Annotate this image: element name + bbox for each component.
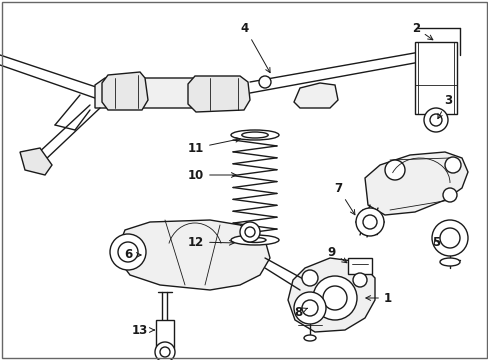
Circle shape (352, 273, 366, 287)
Polygon shape (364, 152, 467, 215)
Circle shape (423, 108, 447, 132)
Polygon shape (20, 148, 52, 175)
Text: 11: 11 (187, 138, 240, 154)
Text: 6: 6 (123, 248, 141, 261)
Bar (156, 320, 174, 348)
Polygon shape (95, 78, 220, 108)
Text: 13: 13 (132, 324, 154, 337)
Circle shape (431, 220, 467, 256)
Circle shape (355, 208, 383, 236)
Text: 12: 12 (187, 235, 234, 248)
Circle shape (244, 227, 254, 237)
Bar (347, 258, 371, 274)
Ellipse shape (439, 258, 459, 266)
Circle shape (110, 234, 146, 270)
Circle shape (439, 228, 459, 248)
Polygon shape (293, 83, 337, 108)
Circle shape (160, 347, 170, 357)
Circle shape (293, 292, 325, 324)
Ellipse shape (304, 335, 315, 341)
Text: 2: 2 (411, 22, 432, 40)
Circle shape (302, 270, 317, 286)
Text: 4: 4 (241, 22, 269, 73)
Text: 3: 3 (437, 94, 451, 118)
Bar (414, 42, 456, 114)
Text: 8: 8 (293, 306, 307, 319)
Circle shape (259, 76, 270, 88)
Polygon shape (187, 76, 249, 112)
Circle shape (429, 114, 441, 126)
Text: 7: 7 (333, 181, 354, 215)
Text: 5: 5 (431, 235, 439, 248)
Circle shape (302, 300, 317, 316)
Circle shape (442, 188, 456, 202)
Text: 9: 9 (327, 246, 346, 263)
Circle shape (444, 157, 460, 173)
Ellipse shape (230, 130, 279, 140)
Circle shape (312, 276, 356, 320)
Circle shape (384, 160, 404, 180)
Circle shape (118, 242, 138, 262)
Circle shape (323, 286, 346, 310)
Polygon shape (102, 72, 148, 110)
Text: 10: 10 (187, 168, 236, 181)
Circle shape (240, 222, 260, 242)
Polygon shape (115, 220, 269, 290)
Text: 1: 1 (365, 292, 391, 305)
Circle shape (362, 215, 376, 229)
Ellipse shape (230, 235, 279, 245)
Ellipse shape (244, 238, 265, 243)
Circle shape (155, 342, 175, 360)
Ellipse shape (241, 132, 267, 138)
Polygon shape (287, 258, 374, 332)
